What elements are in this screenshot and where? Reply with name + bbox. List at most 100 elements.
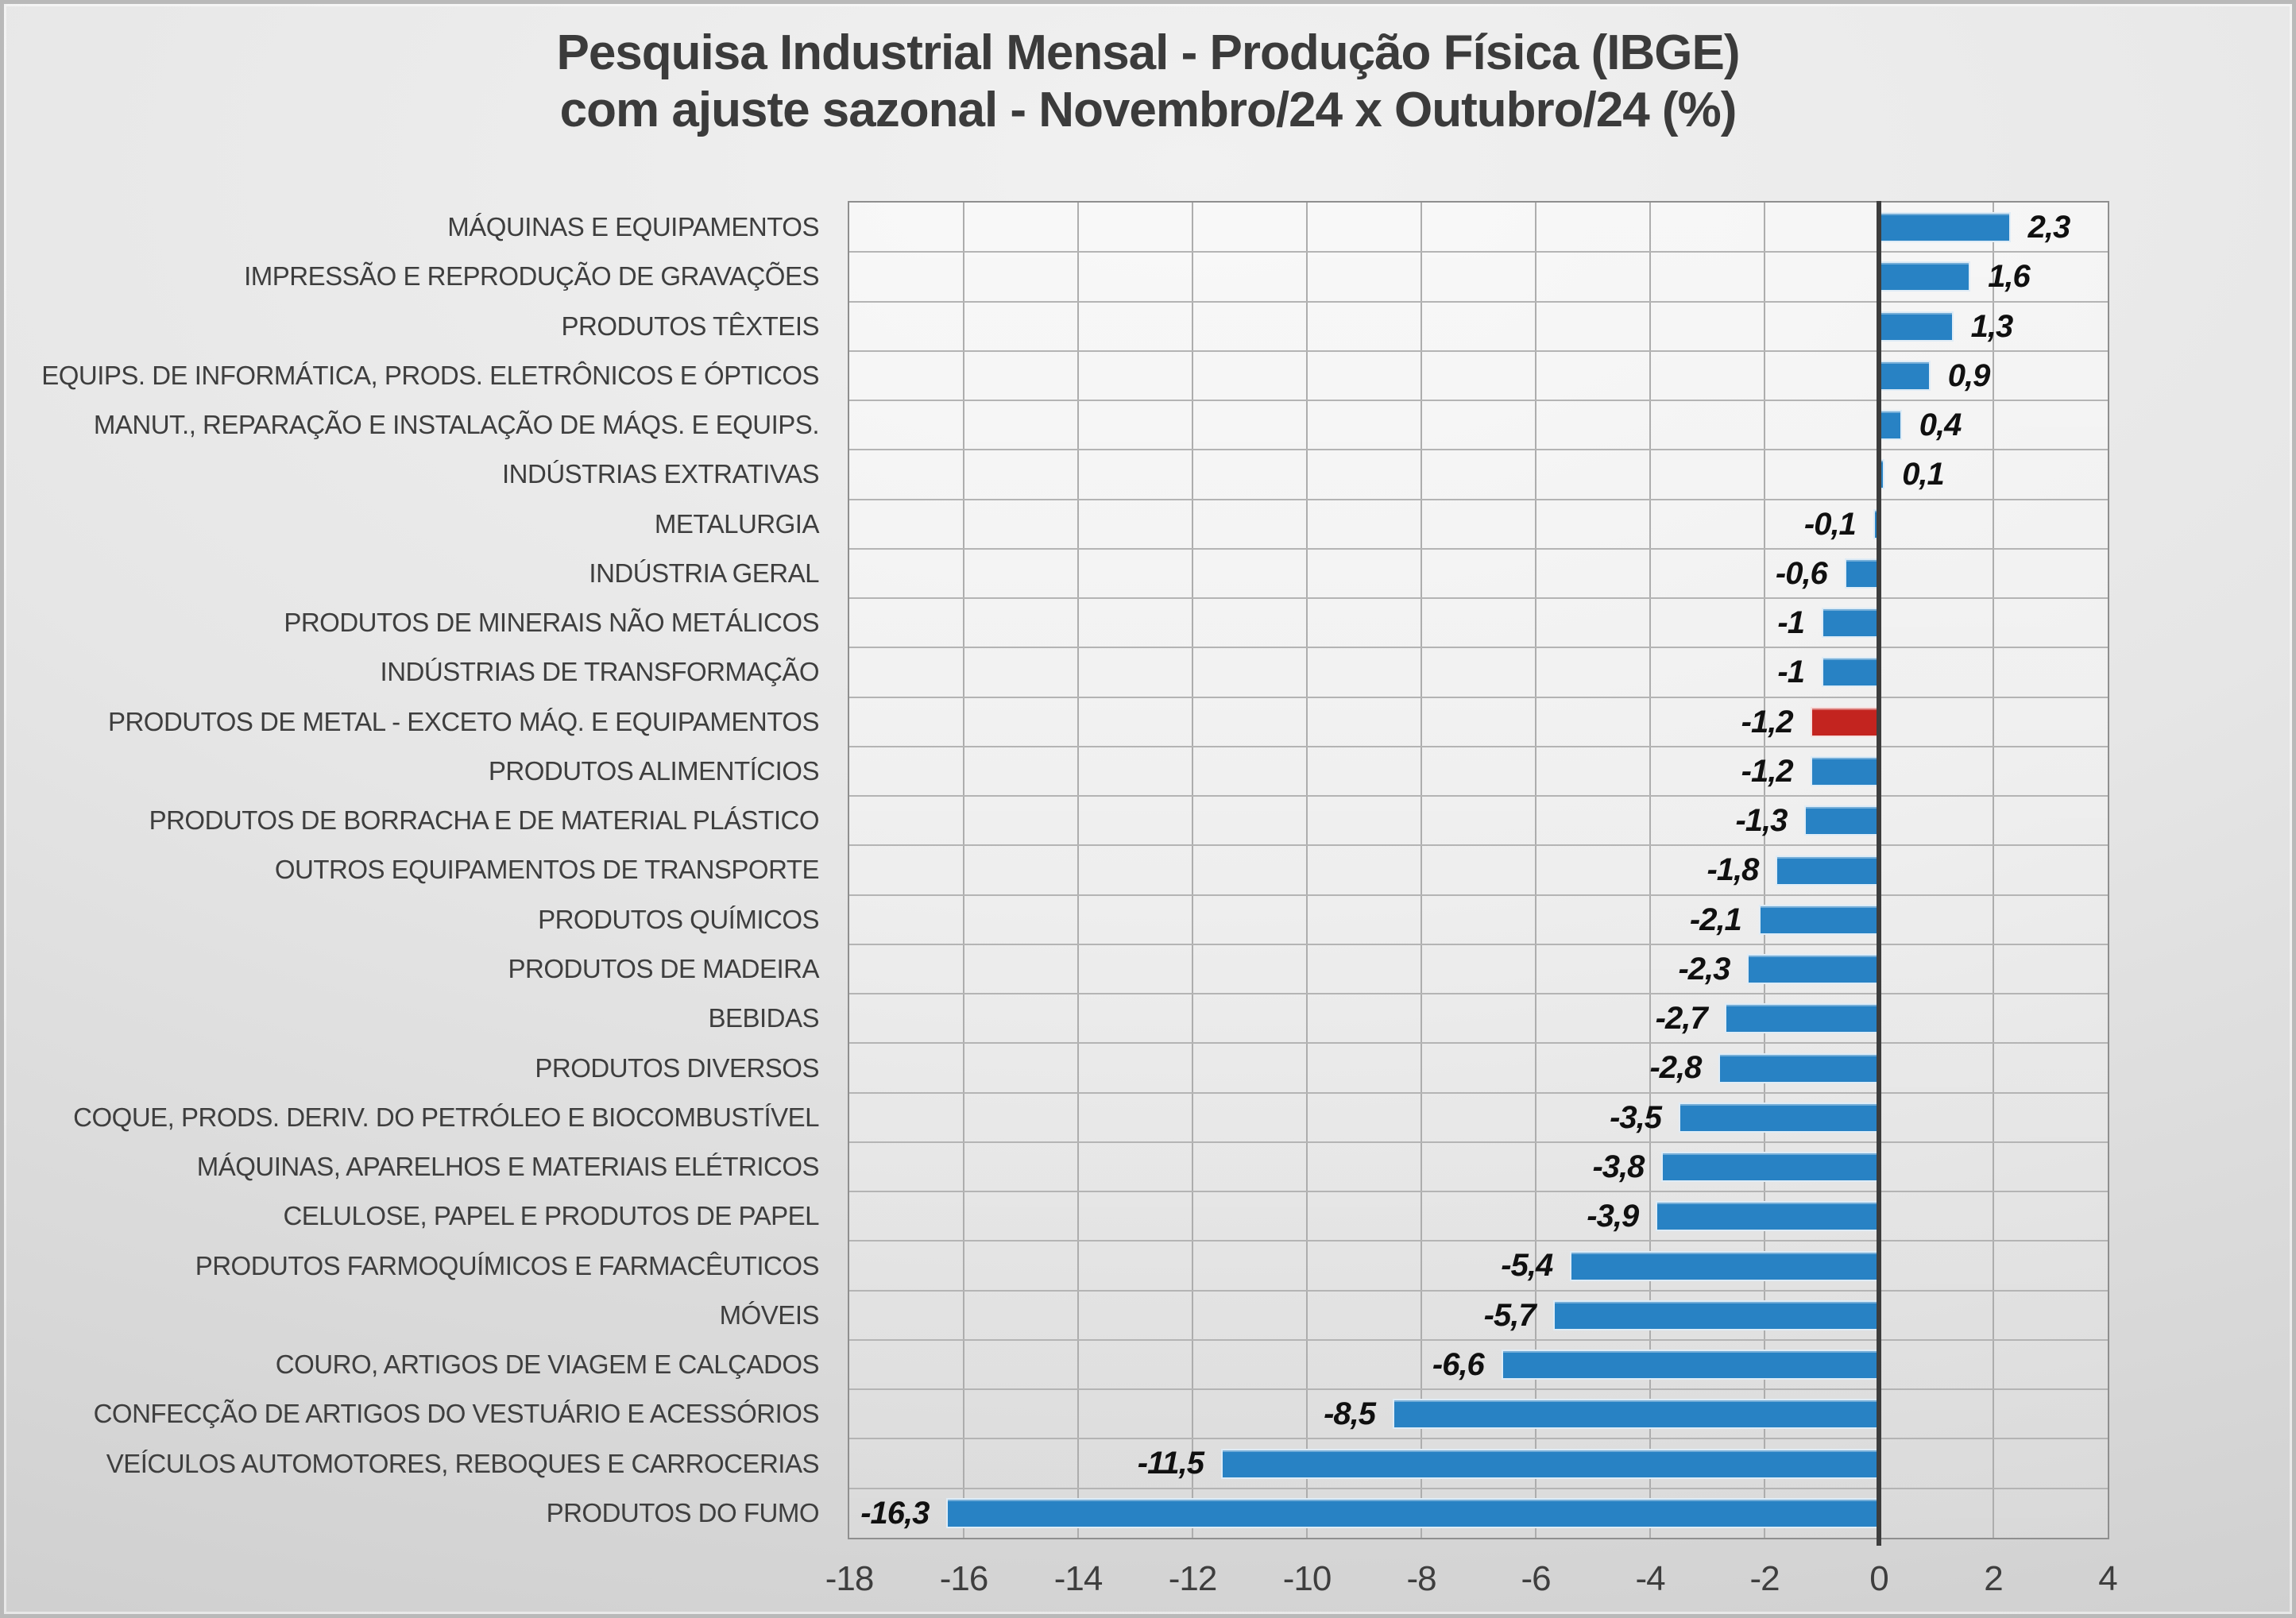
category-label: OUTROS EQUIPAMENTOS DE TRANSPORTE bbox=[274, 855, 820, 885]
vertical-gridline bbox=[1649, 203, 1651, 1538]
category-label: PRODUTOS DE BORRACHA E DE MATERIAL PLÁST… bbox=[149, 805, 820, 836]
bar bbox=[1724, 1003, 1879, 1034]
horizontal-gridline bbox=[849, 1487, 2108, 1489]
horizontal-gridline bbox=[849, 1091, 2108, 1094]
bar bbox=[1810, 706, 1879, 737]
horizontal-gridline bbox=[849, 1042, 2108, 1045]
category-label: IMPRESSÃO E REPRODUÇÃO DE GRAVAÇÕES bbox=[244, 261, 819, 292]
horizontal-gridline bbox=[849, 349, 2108, 352]
bar bbox=[946, 1497, 1879, 1528]
chart-title: Pesquisa Industrial Mensal - Produção Fí… bbox=[4, 25, 2292, 139]
bar bbox=[1552, 1299, 1879, 1330]
bar-value-label: 0,4 bbox=[1919, 407, 1962, 443]
horizontal-gridline bbox=[849, 1438, 2108, 1440]
category-label: INDÚSTRIAS DE TRANSFORMAÇÃO bbox=[380, 657, 820, 687]
horizontal-gridline bbox=[849, 597, 2108, 600]
vertical-gridline bbox=[1192, 203, 1193, 1538]
horizontal-gridline bbox=[849, 1141, 2108, 1143]
bar-value-label: -5,4 bbox=[1501, 1248, 1553, 1284]
horizontal-gridline bbox=[849, 745, 2108, 747]
x-axis-tick-label: 2 bbox=[1984, 1559, 2003, 1598]
x-axis-tick-label: -6 bbox=[1521, 1559, 1551, 1598]
horizontal-gridline bbox=[849, 795, 2108, 797]
bar-value-label: -1,3 bbox=[1735, 803, 1788, 839]
bar-value-label: 1,3 bbox=[1970, 308, 2014, 344]
category-label: COQUE, PRODS. DERIV. DO PETRÓLEO E BIOCO… bbox=[73, 1102, 819, 1132]
zero-axis-line bbox=[1877, 201, 1881, 1546]
category-label: INDÚSTRIAS EXTRATIVAS bbox=[501, 459, 820, 489]
bar-value-label: -16,3 bbox=[860, 1495, 930, 1531]
bar bbox=[1810, 755, 1879, 786]
bar bbox=[1879, 360, 1931, 391]
chart-title-line-1: Pesquisa Industrial Mensal - Produção Fí… bbox=[556, 25, 1740, 80]
bar-value-label: 0,9 bbox=[1947, 357, 1991, 393]
chart-title-line-2: com ajuste sazonal - Novembro/24 x Outub… bbox=[559, 83, 1737, 137]
bar-value-label: -0,6 bbox=[1775, 555, 1828, 591]
x-axis-tick-label: -14 bbox=[1053, 1559, 1104, 1598]
bar-value-label: -3,5 bbox=[1610, 1099, 1662, 1135]
horizontal-gridline bbox=[849, 696, 2108, 698]
horizontal-gridline bbox=[849, 400, 2108, 402]
bar bbox=[1656, 1201, 1879, 1232]
bar-value-label: -1,2 bbox=[1741, 704, 1794, 739]
bar bbox=[1747, 954, 1879, 985]
x-axis-tick-label: -12 bbox=[1168, 1559, 1218, 1598]
category-label: PRODUTOS DE MADEIRA bbox=[508, 954, 820, 983]
category-label: PRODUTOS ALIMENTÍCIOS bbox=[488, 755, 820, 786]
bar bbox=[1804, 805, 1879, 836]
category-label: PRODUTOS FARMOQUÍMICOS E FARMACÊUTICOS bbox=[195, 1250, 820, 1280]
bar-value-label: 2,3 bbox=[2027, 210, 2071, 245]
bar bbox=[1221, 1448, 1879, 1479]
bar bbox=[1879, 311, 1954, 342]
bar-value-label: -0,1 bbox=[1803, 506, 1857, 542]
x-axis-tick-label: 4 bbox=[2098, 1559, 2117, 1598]
bar bbox=[1844, 558, 1879, 589]
vertical-gridline bbox=[1306, 203, 1308, 1538]
vertical-gridline bbox=[1993, 203, 1994, 1538]
horizontal-gridline bbox=[849, 449, 2108, 451]
category-label: PRODUTOS DIVERSOS bbox=[535, 1052, 819, 1083]
horizontal-gridline bbox=[849, 1289, 2108, 1292]
category-label: MÁQUINAS E EQUIPAMENTOS bbox=[447, 212, 819, 242]
horizontal-gridline bbox=[849, 251, 2108, 253]
horizontal-gridline bbox=[849, 300, 2108, 303]
vertical-gridline bbox=[1077, 203, 1079, 1538]
category-label: PRODUTOS QUÍMICOS bbox=[538, 904, 819, 934]
bar-value-label: -2,7 bbox=[1655, 1001, 1708, 1037]
horizontal-gridline bbox=[849, 1388, 2108, 1391]
category-label: PRODUTOS DO FUMO bbox=[546, 1497, 820, 1527]
category-label: MÓVEIS bbox=[719, 1299, 820, 1330]
horizontal-gridline bbox=[849, 1338, 2108, 1341]
vertical-gridline bbox=[1535, 203, 1536, 1538]
category-label: METALURGIA bbox=[654, 508, 820, 539]
bar bbox=[1879, 410, 1902, 441]
category-label: BEBIDAS bbox=[708, 1003, 819, 1033]
category-label: PRODUTOS DE MINERAIS NÃO METÁLICOS bbox=[284, 608, 819, 638]
bar-value-label: -6,6 bbox=[1432, 1346, 1485, 1382]
category-label: MANUT., REPARAÇÃO E INSTALAÇÃO DE MÁQS. … bbox=[93, 410, 820, 440]
x-axis-tick-label: 0 bbox=[1869, 1559, 1888, 1598]
horizontal-gridline bbox=[849, 894, 2108, 896]
horizontal-gridline bbox=[849, 647, 2108, 649]
category-label: CELULOSE, PAPEL E PRODUTOS DE PAPEL bbox=[283, 1201, 819, 1231]
category-label: VEÍCULOS AUTOMOTORES, REBOQUES E CARROCE… bbox=[106, 1448, 820, 1478]
bar bbox=[1822, 608, 1879, 639]
x-axis-tick-label: -8 bbox=[1406, 1559, 1436, 1598]
bar-value-label: 0,1 bbox=[1902, 457, 1945, 492]
horizontal-gridline bbox=[849, 1191, 2108, 1193]
bar bbox=[1776, 855, 1879, 886]
bar-value-label: -3,8 bbox=[1592, 1149, 1645, 1184]
horizontal-gridline bbox=[849, 993, 2108, 995]
bar-value-label: -8,5 bbox=[1324, 1396, 1376, 1432]
category-label: PRODUTOS DE METAL - EXCETO MÁQ. E EQUIPA… bbox=[107, 706, 820, 736]
x-axis-tick-label: -16 bbox=[939, 1559, 989, 1598]
horizontal-gridline bbox=[849, 943, 2108, 945]
bar-value-label: -1 bbox=[1777, 655, 1805, 690]
bar-value-label: -3,9 bbox=[1587, 1199, 1639, 1234]
x-axis-tick-label: -2 bbox=[1749, 1559, 1780, 1598]
bar-value-label: -1,2 bbox=[1741, 753, 1794, 789]
category-label: MÁQUINAS, APARELHOS E MATERIAIS ELÉTRICO… bbox=[196, 1152, 820, 1182]
bar-value-label: -5,7 bbox=[1483, 1297, 1536, 1333]
bar bbox=[1501, 1350, 1879, 1381]
